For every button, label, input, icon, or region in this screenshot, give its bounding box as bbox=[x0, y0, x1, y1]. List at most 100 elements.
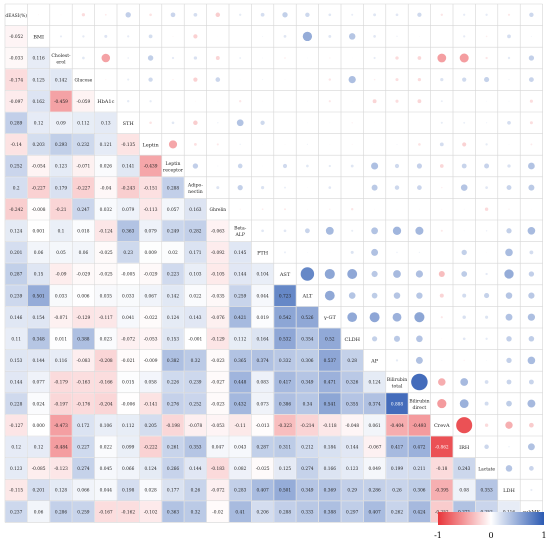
correlation-circle bbox=[485, 337, 488, 340]
correlation-value-label: -0.033 bbox=[9, 57, 23, 62]
correlation-cell-fill bbox=[319, 350, 341, 371]
correlation-value-label: 0.172 bbox=[77, 424, 90, 429]
correlation-circle bbox=[441, 186, 443, 189]
correlation-value-label: -0.023 bbox=[211, 402, 225, 407]
correlation-cell-fill bbox=[341, 371, 363, 393]
correlation-cell-fill bbox=[207, 306, 229, 328]
correlation-value-label: 0.028 bbox=[144, 489, 157, 494]
correlation-cell-fill bbox=[386, 393, 408, 414]
correlation-value-label: 0.333 bbox=[301, 510, 314, 515]
correlation-value-label: -0.214 bbox=[301, 424, 315, 429]
correlation-value-label: 0.164 bbox=[256, 338, 269, 343]
correlation-circle bbox=[262, 165, 264, 167]
correlation-circle bbox=[193, 12, 198, 17]
correlation-value-label: -0.009 bbox=[144, 359, 158, 364]
correlation-value-label: 0.382 bbox=[167, 359, 180, 364]
correlation-value-label: 0.287 bbox=[10, 273, 23, 278]
correlation-value-label: 0.239 bbox=[10, 294, 23, 299]
correlation-value-label: 0.388 bbox=[77, 338, 90, 343]
correlation-cell-fill bbox=[386, 501, 408, 522]
correlation-value-label: 0.228 bbox=[10, 402, 23, 407]
diagonal-variable-label: STH bbox=[123, 121, 135, 127]
correlation-circle bbox=[171, 121, 175, 125]
correlation-value-label: 0.044 bbox=[256, 294, 269, 299]
correlation-circle bbox=[418, 35, 420, 37]
correlation-cell-fill bbox=[117, 134, 139, 155]
correlation-cell-fill bbox=[139, 242, 162, 263]
correlation-circle bbox=[217, 100, 219, 102]
correlation-circle bbox=[463, 359, 465, 362]
correlation-cell-fill bbox=[27, 458, 50, 479]
correlation-value-label: 0.289 bbox=[10, 122, 23, 127]
correlation-cell-fill bbox=[408, 479, 431, 501]
correlation-circle bbox=[194, 100, 196, 102]
correlation-value-label: -0.076 bbox=[211, 316, 225, 321]
correlation-circle bbox=[441, 208, 443, 210]
correlation-value-label: 0.23 bbox=[123, 251, 133, 256]
correlation-circle bbox=[462, 337, 466, 341]
correlation-value-label: -0.227 bbox=[77, 186, 91, 191]
correlation-cell-fill bbox=[319, 501, 341, 522]
correlation-circle bbox=[395, 359, 399, 362]
correlation-value-label: 0.259 bbox=[77, 510, 90, 515]
correlation-circle bbox=[217, 35, 219, 37]
correlation-cell-fill bbox=[296, 458, 319, 479]
correlation-value-label: 0.112 bbox=[77, 122, 90, 127]
correlation-value-label: 0.05 bbox=[56, 251, 66, 256]
correlation-circle bbox=[396, 122, 398, 124]
grid-lines bbox=[4, 3, 543, 523]
correlation-cell-fill bbox=[229, 414, 251, 436]
correlation-circle bbox=[392, 226, 402, 235]
correlation-circle bbox=[350, 250, 354, 254]
correlation-value-label: -0.135 bbox=[121, 143, 135, 148]
correlation-circle bbox=[461, 271, 468, 277]
correlation-cell-fill bbox=[117, 220, 139, 242]
correlation-cell-fill bbox=[50, 479, 72, 501]
correlation-cell-fill bbox=[229, 458, 251, 479]
correlation-value-label: -0.123 bbox=[54, 467, 68, 472]
correlation-value-label: 0.11 bbox=[11, 338, 21, 343]
legend-tick-label: -1 bbox=[434, 531, 442, 540]
diagonal-variable-label: Lactate bbox=[478, 467, 495, 472]
correlation-cell-fill bbox=[95, 393, 117, 414]
correlation-cell-fill bbox=[72, 242, 95, 263]
correlation-value-label: 0.166 bbox=[324, 467, 337, 472]
correlation-value-label: 0.542 bbox=[279, 316, 292, 321]
correlation-circle bbox=[505, 313, 513, 321]
correlation-cell-fill bbox=[95, 198, 117, 220]
correlation-circle bbox=[508, 446, 510, 448]
correlation-circle bbox=[484, 163, 490, 169]
correlation-value-label: -0.02 bbox=[212, 510, 223, 515]
correlation-value-label: -0.323 bbox=[278, 424, 292, 429]
correlation-circle bbox=[127, 57, 130, 59]
correlation-circle bbox=[328, 34, 332, 38]
correlation-value-label: 0.144 bbox=[234, 273, 247, 278]
correlation-cell-fill bbox=[95, 328, 117, 350]
correlation-circle bbox=[505, 465, 513, 472]
correlation-circle bbox=[396, 35, 398, 38]
correlation-cell-fill bbox=[162, 263, 184, 285]
correlation-value-label: 0.286 bbox=[368, 489, 381, 494]
correlation-cell-fill bbox=[27, 436, 50, 458]
correlation-cell-fill bbox=[117, 458, 139, 479]
correlation-value-label: -0.005 bbox=[121, 273, 135, 278]
correlation-cell-fill bbox=[27, 177, 50, 198]
correlation-cell-fill bbox=[184, 242, 207, 263]
correlation-cell-fill bbox=[274, 371, 296, 393]
correlation-cell-fill bbox=[72, 112, 95, 134]
correlation-circle bbox=[348, 292, 356, 299]
correlation-value-label: 0.205 bbox=[144, 424, 157, 429]
correlation-cell-fill bbox=[50, 134, 72, 155]
correlation-value-label: -0.198 bbox=[166, 424, 180, 429]
correlation-cell-fill bbox=[95, 263, 117, 285]
correlation-cell-fill bbox=[50, 350, 72, 371]
correlation-value-label: 0.332 bbox=[279, 359, 292, 364]
correlation-value-label: 0.143 bbox=[189, 316, 202, 321]
correlation-cell-fill bbox=[50, 69, 72, 90]
correlation-cell-fill bbox=[162, 414, 184, 436]
correlation-circle bbox=[485, 13, 488, 16]
diagonal-variable-label: Ghrelin bbox=[209, 208, 226, 213]
correlation-circle bbox=[104, 34, 108, 38]
correlation-value-label: 0.12 bbox=[34, 122, 44, 127]
correlation-circle bbox=[284, 143, 286, 145]
